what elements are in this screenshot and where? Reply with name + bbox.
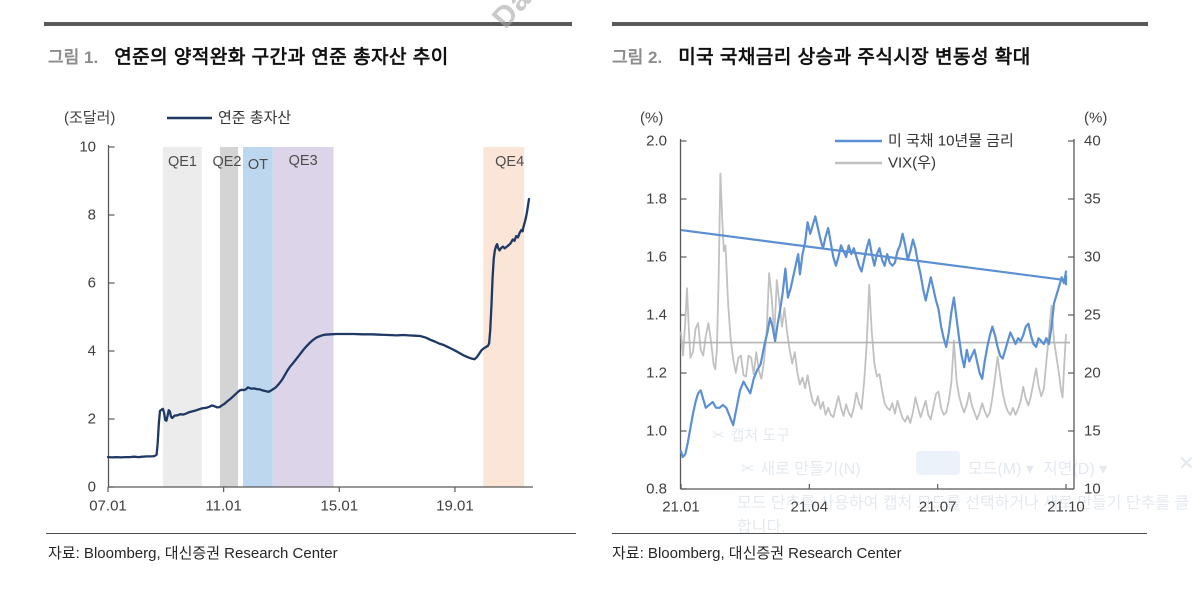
right-y-tick-label: 20 bbox=[1084, 365, 1101, 382]
y-axis-unit-label: (조달러) bbox=[64, 110, 115, 127]
y-tick-label: 2 bbox=[88, 411, 96, 428]
figure1-source-divider bbox=[46, 533, 576, 534]
left-y-tick-label: 2.0 bbox=[646, 133, 667, 150]
figure1-chart: QE1 QE2 OT QE3 QE4 0 2 4 6 8 10 07.01 11.01 15.01 19.0… bbox=[64, 110, 533, 515]
x-tick-label: 21.10 bbox=[1047, 499, 1085, 516]
y-tick-label: 4 bbox=[88, 343, 96, 360]
qe-band-label: OT bbox=[248, 157, 268, 173]
x-tick-label: 21.01 bbox=[662, 499, 700, 516]
figure2-title: 미국 국채금리 상승과 주식시장 변동성 확대 bbox=[678, 47, 1031, 68]
vix-line bbox=[680, 172, 1067, 424]
x-tick-label: 19.01 bbox=[436, 498, 474, 515]
right-y-tick-label: 10 bbox=[1084, 481, 1101, 498]
left-y-tick-label: 0.8 bbox=[646, 481, 667, 498]
figure1-top-rule bbox=[44, 22, 572, 26]
y-tick-label: 8 bbox=[88, 207, 96, 224]
left-y-tick-label: 1.2 bbox=[646, 365, 667, 382]
ust10y-line bbox=[679, 215, 1068, 459]
right-y-tick-label: 15 bbox=[1084, 423, 1101, 440]
right-y-tick-label: 30 bbox=[1084, 249, 1101, 266]
qe-band-qe3 bbox=[272, 147, 334, 487]
figure1-header: 그림 1. 연준의 양적완화 구간과 연준 총자산 추이 bbox=[48, 42, 449, 69]
y-tick-label: 10 bbox=[79, 139, 96, 156]
qe-band-ot bbox=[243, 147, 273, 487]
figure1-source: 자료: Bloomberg, 대신증권 Research Center bbox=[48, 545, 338, 562]
qe-band-label: QE2 bbox=[212, 154, 241, 170]
legend-label-ust10y: 미 국채 10년물 금리 bbox=[888, 133, 1014, 150]
x-tick-label: 11.01 bbox=[205, 498, 241, 515]
left-y-tick-label: 1.4 bbox=[646, 307, 667, 324]
right-y-tick-label: 40 bbox=[1084, 133, 1101, 150]
legend-label-fed-assets: 연준 총자산 bbox=[218, 110, 291, 127]
figure2-top-rule bbox=[612, 22, 1148, 26]
qe-band-qe1 bbox=[162, 147, 202, 487]
figure2-chart: 0.8 1.0 1.2 1.4 1.6 1.8 2.0 10 15 20 25 30 35 40 21.01… bbox=[640, 110, 1107, 516]
figure2-source-divider bbox=[612, 533, 1147, 534]
legend-label-vix: VIX(우) bbox=[888, 155, 936, 172]
left-y-tick-label: 1.6 bbox=[646, 249, 667, 266]
yield-trend-line bbox=[680, 228, 1067, 282]
x-tick-label: 15.01 bbox=[321, 498, 359, 515]
x-tick-label: 07.01 bbox=[89, 498, 127, 515]
fed-total-assets-line bbox=[106, 197, 531, 459]
figure1-title: 연준의 양적완화 구간과 연준 총자산 추이 bbox=[114, 47, 449, 68]
qe-band-label: QE3 bbox=[289, 153, 318, 169]
figure2-label: 그림 2. bbox=[612, 48, 663, 67]
qe-band-qe4 bbox=[483, 147, 525, 487]
qe-band-qe2 bbox=[219, 147, 239, 487]
qe-band-label: QE4 bbox=[495, 154, 524, 170]
right-y-axis-unit-label: (%) bbox=[1084, 110, 1107, 127]
x-tick-label: 21.04 bbox=[791, 499, 829, 516]
figure2-source: 자료: Bloomberg, 대신증권 Research Center bbox=[612, 545, 902, 562]
y-tick-label: 0 bbox=[88, 479, 96, 496]
left-y-tick-label: 1.8 bbox=[646, 191, 667, 208]
right-y-tick-label: 25 bbox=[1084, 307, 1101, 324]
right-y-tick-label: 35 bbox=[1084, 191, 1101, 208]
qe-band-label: QE1 bbox=[168, 154, 197, 170]
left-y-axis-unit-label: (%) bbox=[640, 110, 663, 127]
figure1-label: 그림 1. bbox=[48, 48, 99, 67]
x-tick-label: 21.07 bbox=[919, 499, 957, 516]
y-tick-label: 6 bbox=[88, 275, 96, 292]
figure2-header: 그림 2. 미국 국채금리 상승과 주식시장 변동성 확대 bbox=[612, 42, 1031, 69]
left-y-tick-label: 1.0 bbox=[646, 423, 667, 440]
